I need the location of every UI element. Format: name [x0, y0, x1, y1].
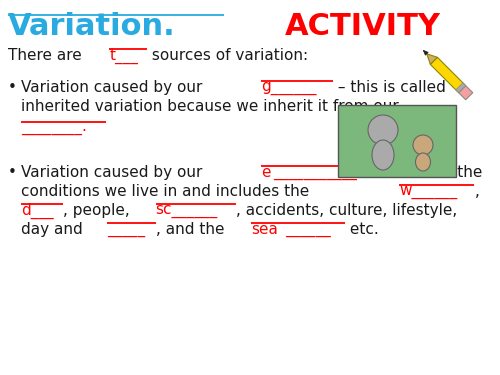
Polygon shape — [430, 57, 466, 93]
Text: _____: _____ — [107, 222, 145, 237]
Text: , people,: , people, — [63, 203, 134, 218]
Ellipse shape — [416, 153, 430, 171]
Text: e: e — [262, 165, 271, 180]
Text: •: • — [8, 80, 17, 95]
Circle shape — [413, 135, 433, 155]
Text: – this is called: – this is called — [333, 80, 446, 95]
Text: sc______: sc______ — [156, 203, 218, 218]
Text: ______: ______ — [286, 222, 332, 237]
Text: g______: g______ — [262, 80, 317, 95]
Text: conditions we live in and includes the: conditions we live in and includes the — [21, 184, 314, 199]
Text: Variation.: Variation. — [8, 12, 176, 41]
Text: etc.: etc. — [344, 222, 378, 237]
Text: •: • — [8, 165, 17, 180]
Text: , accidents, culture, lifestyle,: , accidents, culture, lifestyle, — [236, 203, 457, 218]
Text: ACTIVITY: ACTIVITY — [285, 12, 441, 41]
Text: ________.: ________. — [21, 121, 87, 136]
Text: day and: day and — [21, 222, 87, 237]
Text: t: t — [382, 165, 388, 180]
FancyBboxPatch shape — [338, 105, 456, 177]
Circle shape — [368, 115, 398, 145]
Polygon shape — [427, 54, 438, 64]
Text: ___________: ___________ — [274, 165, 357, 180]
Text: inherited variation because we inherit it from our: inherited variation because we inherit i… — [21, 99, 399, 114]
Text: , and the: , and the — [156, 222, 230, 237]
Text: ,: , — [474, 184, 480, 199]
Polygon shape — [456, 83, 466, 93]
Text: sea: sea — [251, 222, 278, 237]
Text: – this is the: – this is the — [390, 165, 482, 180]
Text: Variation caused by our: Variation caused by our — [21, 165, 208, 180]
Text: d___: d___ — [21, 203, 54, 219]
Text: sources of variation:: sources of variation: — [146, 48, 308, 63]
Polygon shape — [458, 86, 472, 100]
Text: t___: t___ — [110, 48, 138, 64]
Ellipse shape — [372, 140, 394, 170]
Text: There are: There are — [8, 48, 86, 63]
Polygon shape — [424, 50, 428, 55]
Text: w______: w______ — [399, 184, 458, 199]
Text: Variation caused by our: Variation caused by our — [21, 80, 208, 95]
